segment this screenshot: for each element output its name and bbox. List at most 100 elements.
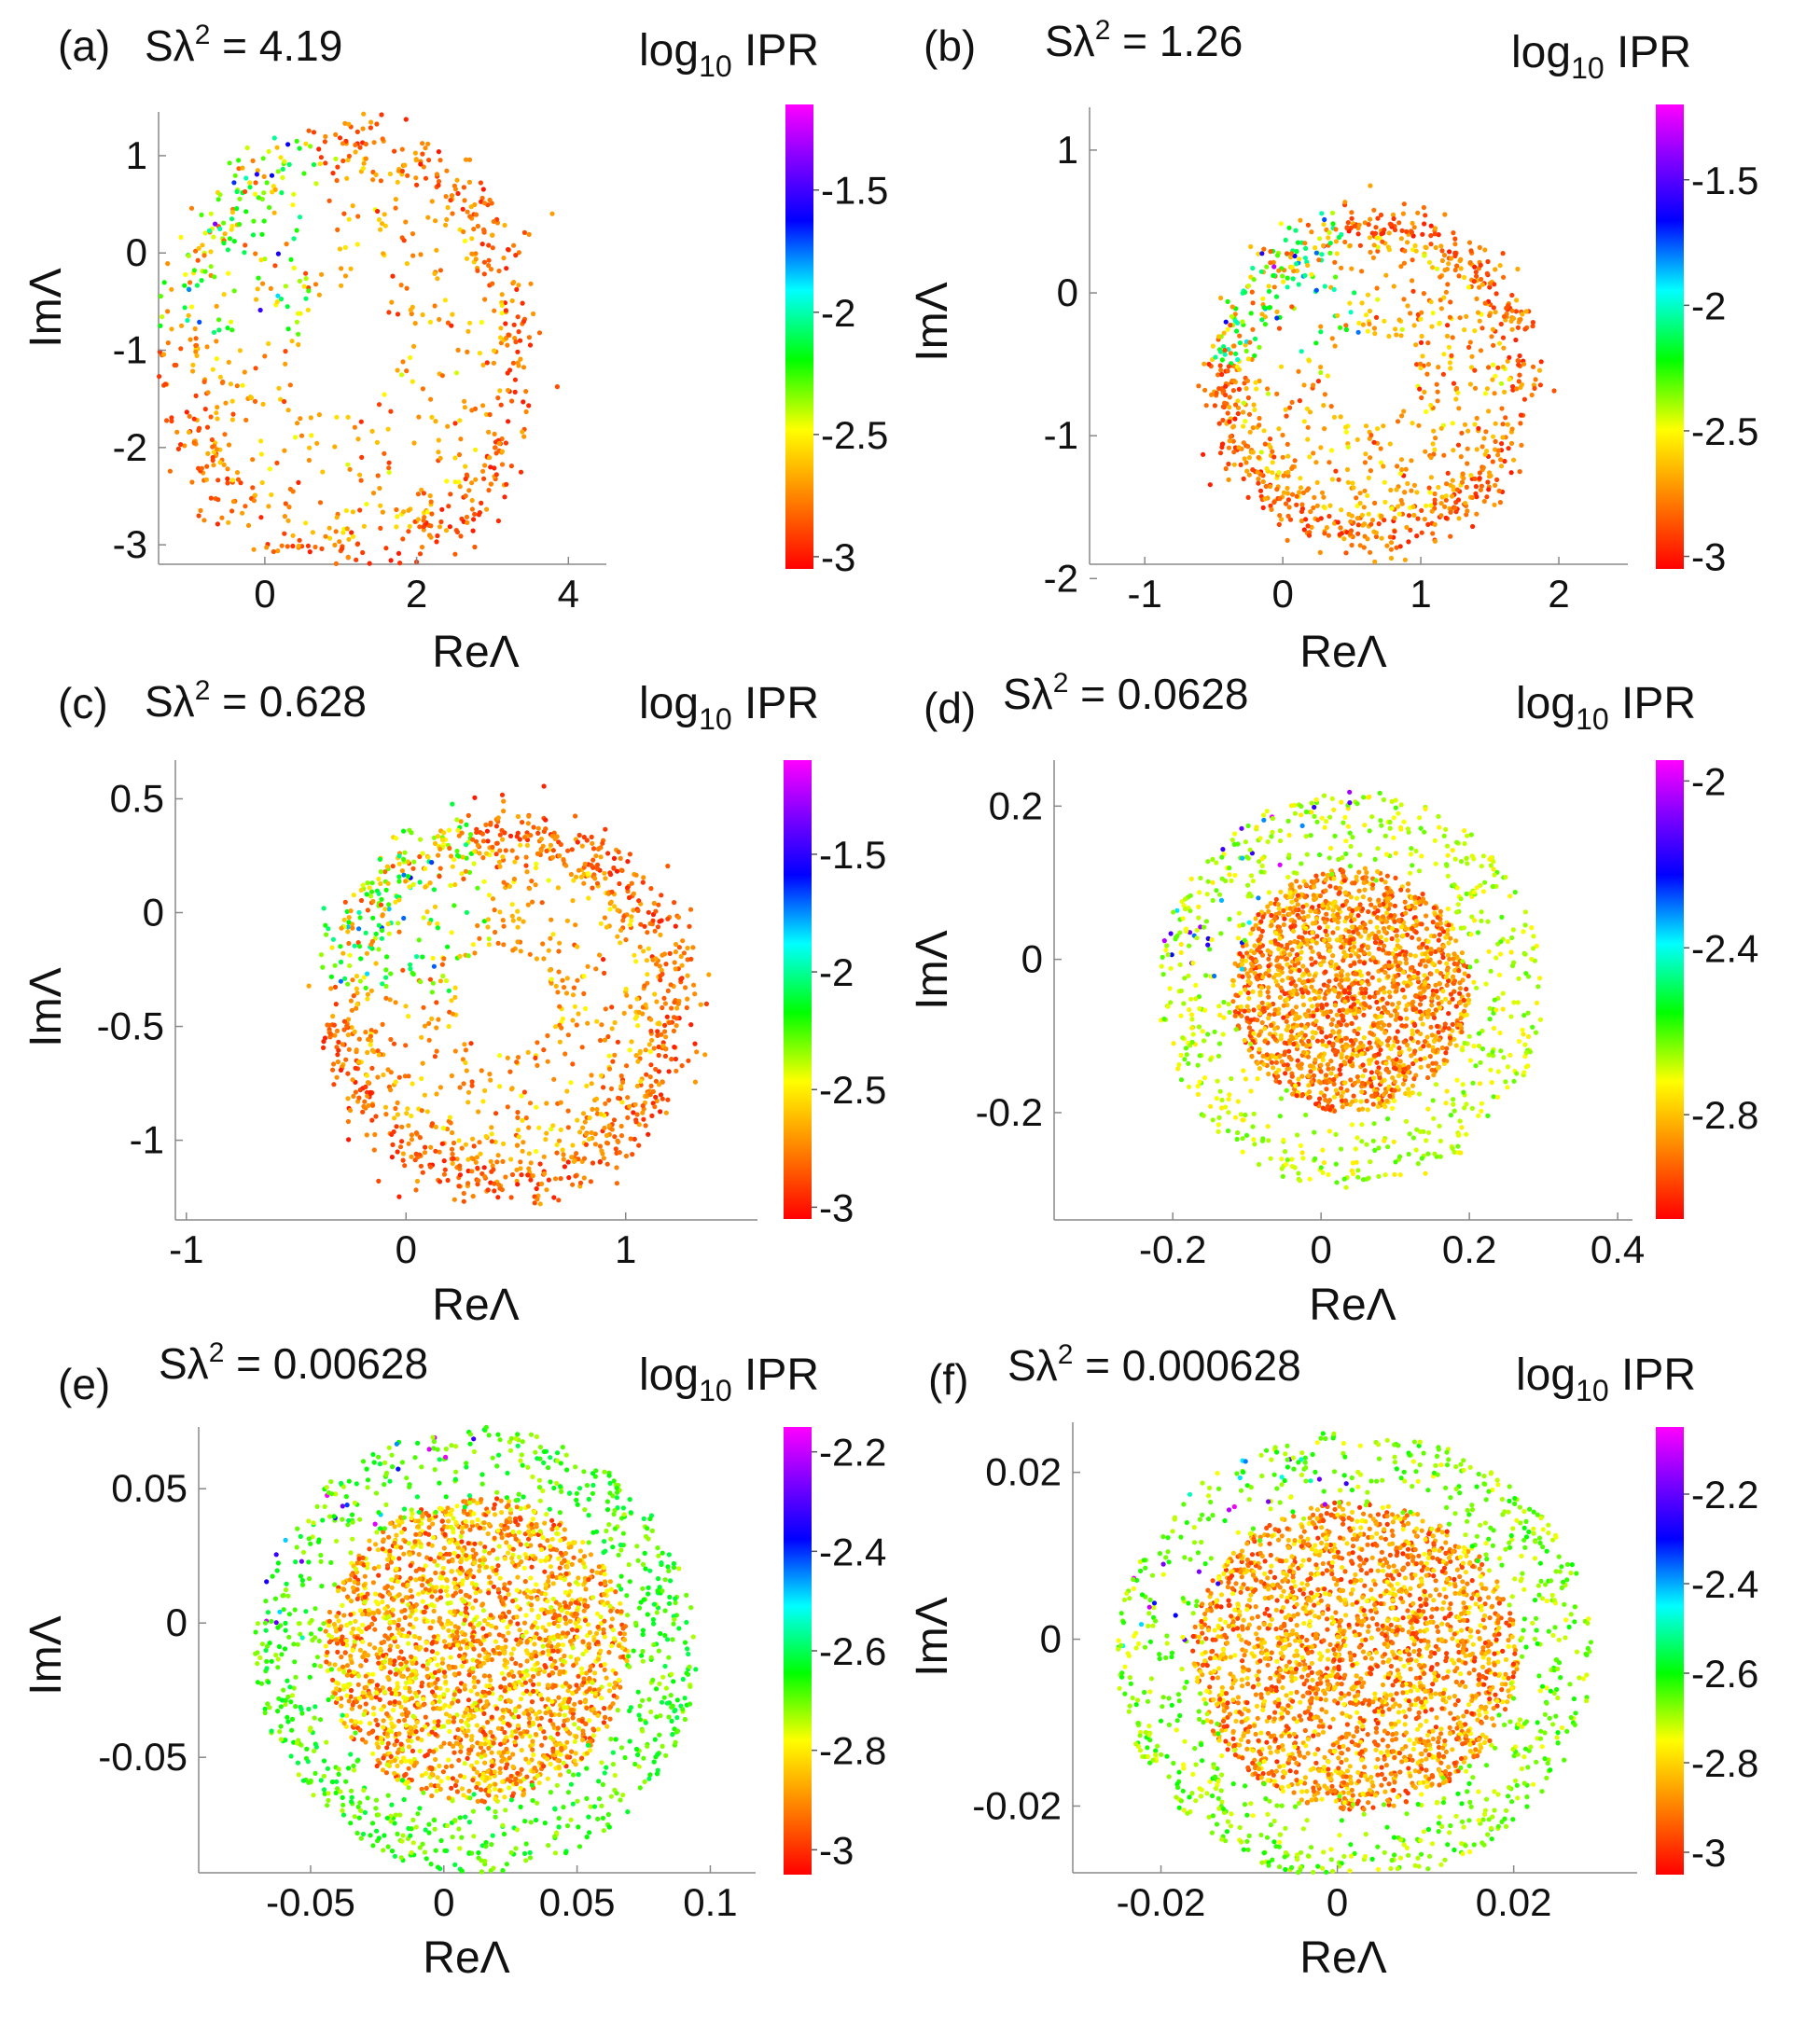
data-point bbox=[1429, 1032, 1435, 1038]
data-point bbox=[393, 1000, 398, 1005]
data-point bbox=[1259, 1000, 1265, 1005]
data-point bbox=[1366, 971, 1371, 976]
data-point bbox=[1355, 1031, 1360, 1036]
data-point bbox=[612, 1019, 618, 1026]
data-point bbox=[405, 874, 411, 879]
data-point bbox=[1395, 1029, 1400, 1034]
data-point bbox=[503, 440, 509, 446]
data-point bbox=[618, 927, 624, 934]
data-point bbox=[1310, 930, 1315, 935]
data-point bbox=[1363, 312, 1369, 318]
data-point bbox=[538, 837, 545, 842]
data-point bbox=[426, 158, 432, 163]
data-point bbox=[1323, 969, 1328, 975]
data-point bbox=[1467, 259, 1473, 266]
data-point bbox=[185, 317, 190, 324]
data-point bbox=[1332, 343, 1338, 349]
data-point bbox=[449, 323, 454, 328]
data-point bbox=[465, 953, 471, 959]
data-point bbox=[393, 1079, 398, 1085]
data-point bbox=[360, 549, 366, 556]
data-point bbox=[615, 907, 620, 913]
data-point bbox=[1368, 902, 1374, 907]
data-point bbox=[464, 822, 469, 827]
data-point bbox=[1243, 460, 1249, 465]
data-point bbox=[1284, 945, 1290, 951]
data-point bbox=[429, 511, 435, 517]
y-tick-label: -1 bbox=[1044, 413, 1078, 457]
data-point bbox=[1279, 517, 1285, 522]
data-point bbox=[462, 238, 468, 243]
data-point bbox=[420, 851, 425, 856]
data-point bbox=[353, 1089, 358, 1095]
data-point bbox=[1315, 379, 1321, 384]
data-point bbox=[479, 831, 486, 837]
data-point bbox=[1323, 888, 1328, 893]
data-point bbox=[464, 256, 470, 261]
data-point bbox=[1268, 249, 1273, 255]
data-point bbox=[450, 1129, 455, 1136]
data-point bbox=[1323, 1078, 1328, 1084]
data-point bbox=[399, 1124, 405, 1129]
data-point bbox=[1332, 259, 1338, 265]
data-point bbox=[370, 915, 376, 921]
data-point bbox=[287, 382, 293, 388]
data-point bbox=[551, 1076, 557, 1082]
data-point bbox=[1397, 471, 1403, 477]
data-point bbox=[1213, 354, 1218, 360]
data-point bbox=[563, 863, 569, 868]
data-point bbox=[702, 1052, 708, 1058]
data-point bbox=[382, 1104, 389, 1110]
data-point bbox=[1368, 183, 1373, 188]
data-point bbox=[1501, 345, 1507, 351]
data-point bbox=[581, 974, 587, 979]
data-point bbox=[1368, 1070, 1374, 1075]
data-point bbox=[1356, 869, 1362, 875]
data-point bbox=[543, 826, 549, 832]
data-point bbox=[1461, 997, 1466, 1004]
data-point bbox=[1518, 384, 1523, 390]
data-point bbox=[420, 141, 425, 146]
data-point bbox=[457, 1163, 463, 1169]
data-point bbox=[484, 360, 490, 366]
data-point bbox=[379, 935, 384, 941]
data-point bbox=[1408, 952, 1413, 958]
data-point bbox=[165, 309, 171, 314]
data-point bbox=[1424, 926, 1430, 932]
data-point bbox=[572, 1004, 578, 1009]
data-point bbox=[1361, 961, 1367, 966]
data-point bbox=[606, 1053, 612, 1059]
data-point bbox=[1318, 1080, 1324, 1086]
data-point bbox=[1330, 221, 1336, 227]
data-point bbox=[282, 531, 287, 536]
data-point bbox=[204, 344, 210, 350]
data-point bbox=[491, 360, 497, 366]
data-point bbox=[1497, 263, 1503, 269]
data-point bbox=[191, 440, 197, 446]
data-point bbox=[244, 145, 250, 151]
data-point bbox=[352, 943, 357, 949]
data-point bbox=[486, 942, 493, 948]
data-point bbox=[1362, 521, 1368, 527]
data-point bbox=[358, 956, 364, 962]
data-point bbox=[1302, 241, 1308, 246]
data-point bbox=[524, 869, 530, 875]
data-point bbox=[228, 381, 233, 387]
x-tick-label: 0 bbox=[254, 572, 275, 616]
data-point bbox=[1318, 329, 1324, 335]
data-point bbox=[179, 323, 185, 328]
data-point bbox=[1503, 415, 1508, 421]
data-point bbox=[335, 1059, 340, 1065]
data-point bbox=[1400, 987, 1406, 993]
data-point bbox=[599, 1073, 604, 1078]
data-point bbox=[1239, 962, 1245, 967]
data-point bbox=[294, 228, 299, 233]
data-point bbox=[1320, 903, 1326, 908]
data-point bbox=[597, 1037, 604, 1044]
data-point bbox=[1220, 417, 1226, 423]
data-point bbox=[1262, 1026, 1268, 1032]
data-point bbox=[1428, 454, 1434, 461]
data-point bbox=[461, 876, 466, 882]
data-point bbox=[1286, 505, 1292, 510]
data-point bbox=[535, 830, 541, 837]
